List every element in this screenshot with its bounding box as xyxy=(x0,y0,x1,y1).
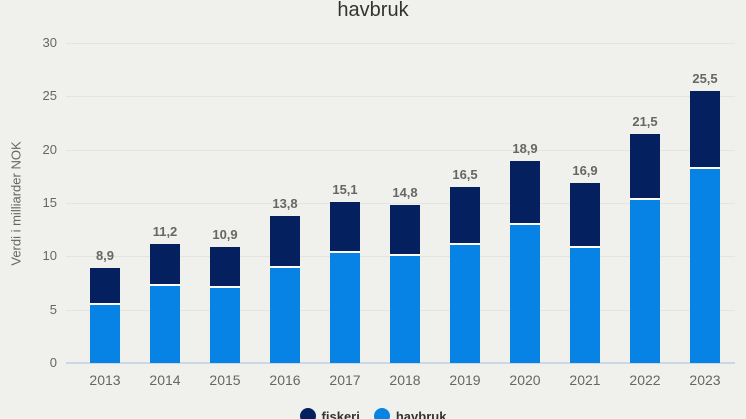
bar-total-label: 11,2 xyxy=(152,223,178,239)
bar-segment-fiskeri-2021[interactable] xyxy=(570,182,600,248)
y-tick-label: 30 xyxy=(42,35,57,50)
grid-line xyxy=(66,96,735,98)
bar-segment-fiskeri-2013[interactable] xyxy=(90,268,120,306)
bar-segment-havbruk-2023[interactable] xyxy=(690,168,720,363)
y-tick-label: 25 xyxy=(42,88,57,104)
bar-segment-fiskeri-2020[interactable] xyxy=(510,161,540,226)
chart-title: havbruk xyxy=(337,0,409,21)
y-tick-label: 5 xyxy=(49,301,57,317)
bar-total-label: 13,8 xyxy=(272,195,298,211)
bar-segment-fiskeri-2018[interactable] xyxy=(390,205,420,257)
bar-segment-fiskeri-2017[interactable] xyxy=(330,201,360,254)
legend-marker-havbruk-icon xyxy=(373,408,390,419)
bar-total-label: 16,9 xyxy=(572,162,598,178)
bar-segment-havbruk-2017[interactable] xyxy=(330,253,360,363)
legend-marker-fiskeri-icon xyxy=(299,408,316,419)
y-tick-label: 15 xyxy=(42,195,57,210)
bar-segment-havbruk-2013[interactable] xyxy=(90,305,120,363)
bar-segment-fiskeri-2014[interactable] xyxy=(150,243,180,287)
x-tick-label-2017: 2017 xyxy=(329,372,361,388)
x-tick-label-2018: 2018 xyxy=(389,372,421,388)
x-tick-label-2020: 2020 xyxy=(509,372,541,388)
bar-segment-fiskeri-2019[interactable] xyxy=(450,187,480,245)
bar-segment-havbruk-2022[interactable] xyxy=(630,199,660,363)
bar-total-label: 21,5 xyxy=(632,113,658,129)
bar-segment-havbruk-2016[interactable] xyxy=(270,268,300,363)
legend-label: fiskeri xyxy=(321,409,360,419)
x-tick-label-2016: 2016 xyxy=(269,372,301,388)
x-axis-line xyxy=(66,362,735,364)
bar-total-label: 16,5 xyxy=(452,167,478,182)
bar-segment-havbruk-2015[interactable] xyxy=(210,288,240,363)
x-tick-label-2013: 2013 xyxy=(89,372,121,388)
x-tick-label-2021: 2021 xyxy=(569,372,601,388)
bar-total-label: 14,8 xyxy=(392,185,418,201)
bar-segment-fiskeri-2015[interactable] xyxy=(210,246,240,289)
bar-total-label: 25,5 xyxy=(692,71,718,86)
bar-segment-havbruk-2019[interactable] xyxy=(450,244,480,363)
y-tick-label: 10 xyxy=(42,248,57,264)
x-tick-label-2019: 2019 xyxy=(449,372,481,388)
bar-segment-fiskeri-2016[interactable] xyxy=(270,215,300,269)
bar-total-label: 8,9 xyxy=(95,248,115,264)
bar-segment-fiskeri-2022[interactable] xyxy=(630,133,660,200)
legend: fiskeri havbruk xyxy=(0,406,746,419)
bar-total-label: 10,9 xyxy=(212,226,238,242)
x-tick-label-2014: 2014 xyxy=(149,372,181,388)
y-tick-label: 0 xyxy=(49,355,57,370)
grid-line xyxy=(66,203,735,204)
x-tick-label-2022: 2022 xyxy=(629,372,661,388)
legend-label: havbruk xyxy=(395,409,447,419)
bar-segment-havbruk-2020[interactable] xyxy=(510,225,540,363)
bar-segment-havbruk-2021[interactable] xyxy=(570,247,600,363)
plot-area: 8,9 11,2 10,9 13,8 15,1 14,8 16,5 18,9 16,9 21,5 2… xyxy=(66,43,735,364)
bar-total-label: 15,1 xyxy=(332,181,358,197)
grid-line xyxy=(66,43,735,44)
legend-item-fiskeri[interactable]: fiskeri xyxy=(299,406,360,419)
bar-segment-havbruk-2014[interactable] xyxy=(150,286,180,363)
bar-total-label: 18,9 xyxy=(512,141,538,157)
grid-line xyxy=(66,149,735,151)
legend-item-havbruk[interactable]: havbruk xyxy=(373,406,447,419)
bar-segment-fiskeri-2023[interactable] xyxy=(690,91,720,169)
y-tick-label: 20 xyxy=(42,141,57,157)
x-tick-label-2023: 2023 xyxy=(689,372,721,388)
x-tick-label-2015: 2015 xyxy=(209,372,241,388)
bar-segment-havbruk-2018[interactable] xyxy=(390,256,420,363)
